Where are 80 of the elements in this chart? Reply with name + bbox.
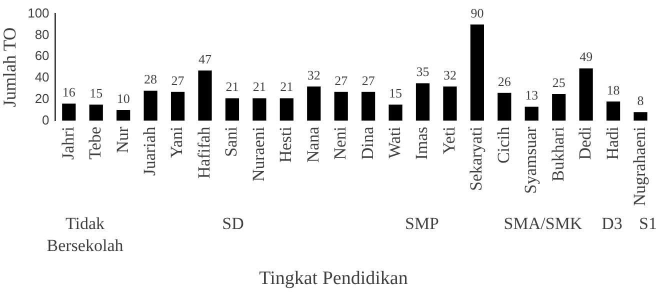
x-tick-label: Nuraeni [248,126,268,182]
data-label: 32 [443,67,456,82]
data-label: 25 [552,74,566,90]
bar [144,90,158,121]
data-label: 49 [580,49,593,64]
y-tick-label: 100 [28,5,50,20]
x-tick-label: Yani [167,126,186,158]
data-label: 21 [280,79,294,94]
x-axis-title: Tingkat Pendidikan [258,268,409,290]
data-label: 10 [116,90,130,106]
data-label: 13 [525,88,538,103]
x-tick-label: Cicih [494,126,513,164]
x-tick-label: Sekaryati [466,126,486,191]
data-label: 47 [198,51,212,66]
bar [470,24,484,121]
text: S1 [639,213,657,235]
data-label: 15 [389,86,402,101]
data-label: 32 [307,67,320,82]
y-tick-label: 0 [42,112,50,128]
text: D3 [602,213,622,235]
bar [443,86,457,121]
data-label: 26 [498,74,512,89]
data-label: 27 [334,72,348,88]
x-tick-label: Wati [385,126,404,158]
bar [198,70,212,121]
data-label: 16 [62,84,76,100]
x-tick-label: Hesti [276,126,296,163]
x-tick-label: Yeti [439,126,458,154]
data-label: 18 [606,82,620,98]
bar [225,98,240,121]
x-tick-label: Juariah [140,126,160,176]
data-label: 90 [470,5,484,20]
y-tick-label: 40 [34,70,50,85]
text: Tidak Bersekolah [46,213,124,257]
bar [524,106,538,121]
x-tick-label: Nana [303,126,322,163]
data-label: 27 [171,72,185,88]
bar [552,94,566,121]
x-tick-label: Nugrahaeni [630,126,649,206]
x-tick-label: Syamsuar [521,126,540,194]
x-tick-label: Dedi [576,126,595,160]
bar [634,112,648,121]
data-label: 15 [90,86,103,101]
bar [116,110,130,121]
text: SD [222,213,244,235]
bar [280,98,294,121]
text: SMA/SMK [504,213,582,235]
x-tick-label: Hafifah [194,126,214,179]
bar [89,104,103,121]
x-tick-label: Tebe [86,126,105,160]
x-tick-label: Imas [412,126,432,160]
x-tick-label: Sani [222,126,241,157]
x-tick-label: Dina [358,126,377,160]
bar [606,101,620,121]
bar [388,104,402,121]
data-label: 21 [226,79,239,94]
bar [170,92,185,121]
y-tick-label: 80 [34,26,50,42]
data-label: 35 [416,64,430,80]
y-tick-label: 60 [34,48,50,64]
x-tick-label: Nur [112,126,132,154]
y-tick-label: 20 [34,90,50,106]
bar [62,104,76,121]
bar [498,92,512,121]
bar [252,98,266,121]
bar [334,92,348,121]
x-tick-label: Neni [330,126,350,160]
bar [416,83,430,121]
x-tick-label: Bukhari [548,126,568,182]
data-label: 27 [362,72,376,88]
bar [579,68,593,121]
bar [307,86,321,121]
x-tick-label: Jahri [58,126,78,160]
text: SMP [404,213,440,235]
data-label: 8 [637,93,644,108]
x-tick-label: Hadi [602,126,622,160]
data-label: 21 [252,79,266,94]
data-label: 28 [144,72,158,87]
y-axis-title: Jumlah TO [0,27,20,108]
bar [362,92,376,121]
